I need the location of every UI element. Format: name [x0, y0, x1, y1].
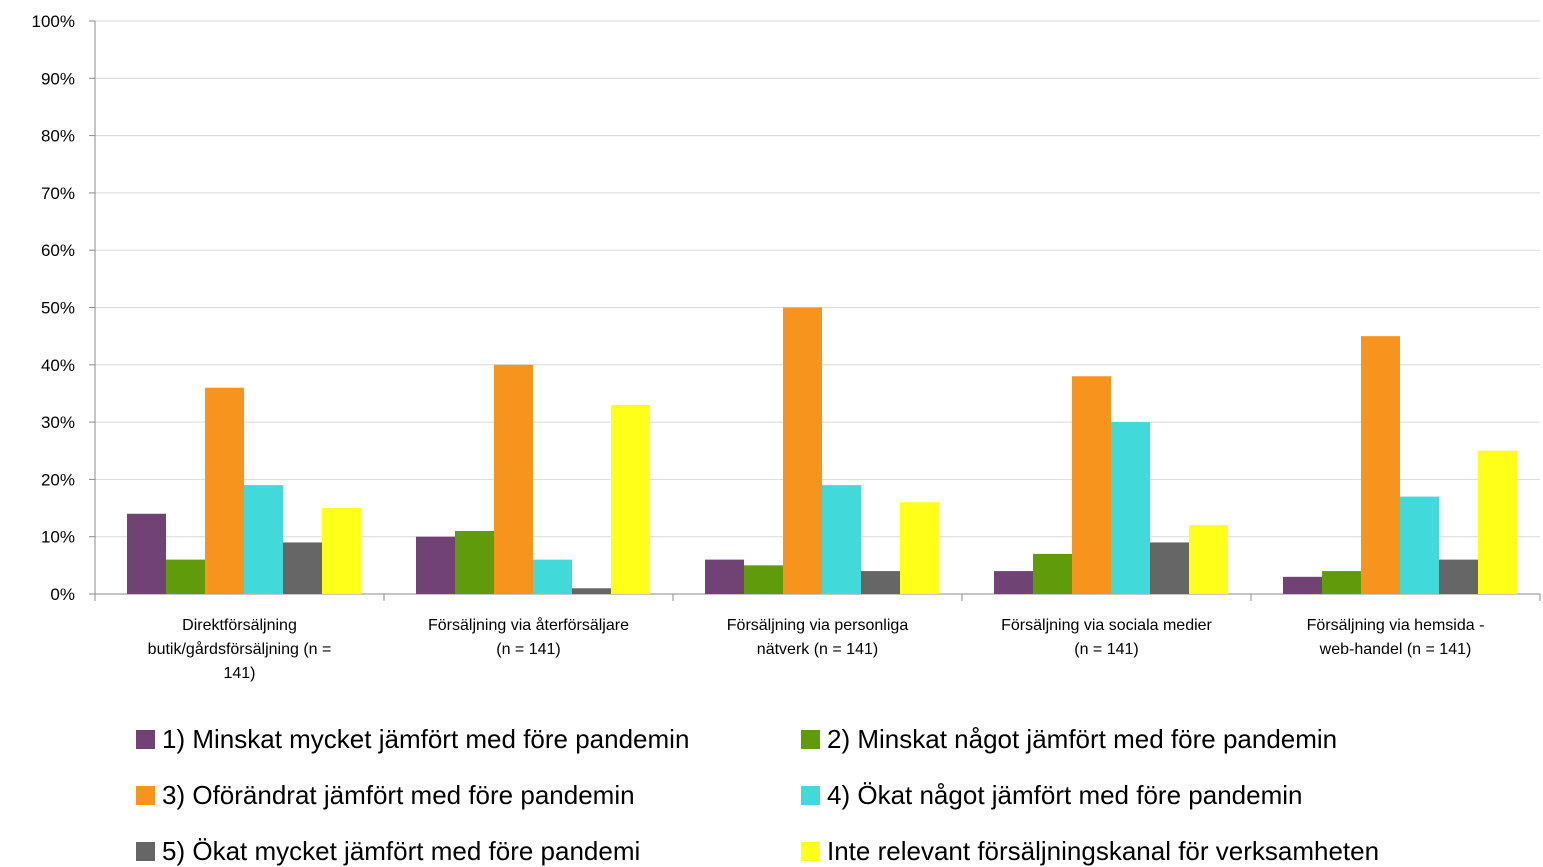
y-tick-label: 50% [41, 299, 75, 318]
legend-label: 5) Ökat mycket jämfört med före pandemi [162, 836, 641, 866]
bar [494, 364, 533, 594]
bar [822, 485, 861, 594]
y-tick-label: 10% [41, 528, 75, 547]
bar [283, 542, 322, 594]
bar [744, 565, 783, 594]
bar [705, 559, 744, 594]
legend-item: 1) Minskat mycket jämfört med före pande… [136, 724, 689, 755]
bar [455, 530, 494, 594]
bar [1361, 336, 1400, 594]
category-label: Försäljning via personliga nätverk (n = 1… [727, 617, 909, 658]
legend-swatch [801, 842, 820, 861]
bar [861, 571, 900, 594]
legend-item: 3) Oförändrat jämfört med före pandemin [136, 780, 635, 811]
bar [994, 571, 1033, 594]
bar [1033, 553, 1072, 594]
bar [1189, 525, 1228, 594]
legend-label: 3) Oförändrat jämfört med före pandemin [162, 780, 635, 810]
bar [1150, 542, 1189, 594]
category-label: Försäljning via hemsida -web-handel (n =… [1307, 617, 1485, 658]
legend-item: 5) Ökat mycket jämfört med före pandemi [136, 836, 640, 867]
bar [322, 508, 361, 594]
bar [1072, 376, 1111, 594]
bar [572, 588, 611, 594]
legend-swatch [136, 730, 155, 749]
legend-swatch [801, 786, 820, 805]
category-label: Direktförsäljning butik/gårdsförsäljning … [148, 617, 332, 682]
bar [1439, 559, 1478, 594]
legend-item: Inte relevant försäljningskanal för verk… [801, 836, 1379, 867]
bar [127, 513, 166, 594]
y-tick-label: 90% [41, 69, 75, 88]
bar [166, 559, 205, 594]
legend-label: 4) Ökat något jämfört med före pandemin [827, 780, 1303, 810]
bar [1400, 496, 1439, 594]
legend-label: Inte relevant försäljningskanal för verk… [827, 836, 1380, 866]
category-label: Försäljning via återförsäljare (n = 141) [428, 616, 629, 658]
bar [416, 536, 455, 594]
y-tick-label: 0% [50, 585, 75, 604]
legend-label: 2) Minskat något jämfört med före pandem… [827, 724, 1338, 754]
bar [1111, 422, 1150, 594]
bar [1478, 450, 1517, 594]
legend-swatch [136, 842, 155, 861]
bar [205, 387, 244, 594]
y-tick-label: 100% [32, 12, 75, 31]
legend-swatch [136, 786, 155, 805]
bar [1322, 571, 1361, 594]
bar [900, 502, 939, 594]
y-tick-label: 70% [41, 184, 75, 203]
legend-item: 2) Minskat något jämfört med före pandem… [801, 724, 1337, 755]
legend-label: 1) Minskat mycket jämfört med före pande… [162, 724, 690, 754]
legend-item: 4) Ökat något jämfört med före pandemin [801, 780, 1302, 811]
bar [611, 404, 650, 594]
category-label: Försäljning via sociala medier (n = 141) [1001, 617, 1212, 658]
y-tick-label: 60% [41, 241, 75, 260]
bar [783, 307, 822, 594]
legend-swatch [801, 730, 820, 749]
y-tick-label: 20% [41, 470, 75, 489]
bar [1283, 576, 1322, 594]
y-tick-label: 30% [41, 413, 75, 432]
bar [244, 485, 283, 594]
y-tick-label: 80% [41, 127, 75, 146]
y-tick-label: 40% [41, 356, 75, 375]
bar-chart: 0% 10% 20% 30% 40% 50% 60% 70% 80% 90% 100% Direktf… [32, 12, 1541, 682]
bar [533, 559, 572, 594]
